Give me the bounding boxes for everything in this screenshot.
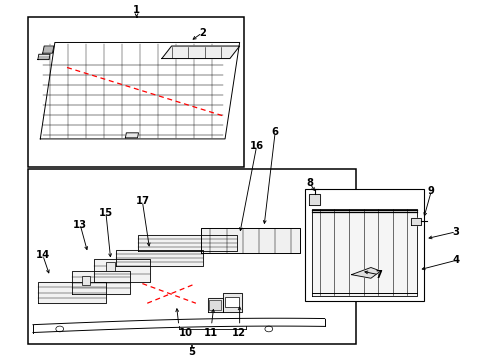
Polygon shape	[308, 194, 319, 205]
Polygon shape	[351, 267, 380, 278]
Text: 13: 13	[73, 220, 87, 230]
Polygon shape	[207, 298, 222, 312]
Text: 8: 8	[305, 178, 312, 188]
Text: 1: 1	[133, 5, 140, 15]
Text: 5: 5	[188, 347, 195, 357]
Text: 17: 17	[135, 197, 149, 206]
Bar	[208, 300, 221, 310]
Bar	[28, 169, 356, 344]
Text: 6: 6	[271, 127, 278, 138]
Polygon shape	[137, 235, 237, 251]
Polygon shape	[116, 249, 203, 266]
Polygon shape	[40, 42, 239, 139]
Polygon shape	[222, 293, 242, 312]
Polygon shape	[38, 282, 106, 303]
Polygon shape	[162, 46, 239, 59]
Polygon shape	[410, 217, 420, 225]
Bar	[81, 276, 90, 285]
Polygon shape	[395, 270, 414, 281]
Text: 11: 11	[204, 328, 218, 338]
Text: 7: 7	[374, 270, 381, 280]
Bar	[28, 18, 244, 167]
Text: 16: 16	[249, 141, 263, 151]
Text: 14: 14	[36, 250, 50, 260]
Text: 2: 2	[198, 28, 205, 38]
Text: 12: 12	[231, 328, 245, 338]
Text: 3: 3	[451, 227, 459, 237]
Polygon shape	[72, 271, 130, 294]
Polygon shape	[42, 46, 54, 53]
Polygon shape	[38, 54, 50, 60]
Bar	[106, 262, 115, 271]
Polygon shape	[125, 133, 138, 138]
Text: 10: 10	[179, 328, 193, 338]
Polygon shape	[392, 232, 421, 253]
Text: 15: 15	[99, 208, 113, 218]
Text: 4: 4	[451, 255, 459, 265]
Text: 9: 9	[427, 186, 434, 197]
Polygon shape	[311, 208, 416, 296]
Polygon shape	[94, 258, 149, 282]
Bar	[391, 251, 422, 254]
Polygon shape	[201, 228, 300, 253]
Bar	[224, 297, 238, 307]
Bar	[305, 189, 424, 301]
Bar	[391, 230, 422, 234]
